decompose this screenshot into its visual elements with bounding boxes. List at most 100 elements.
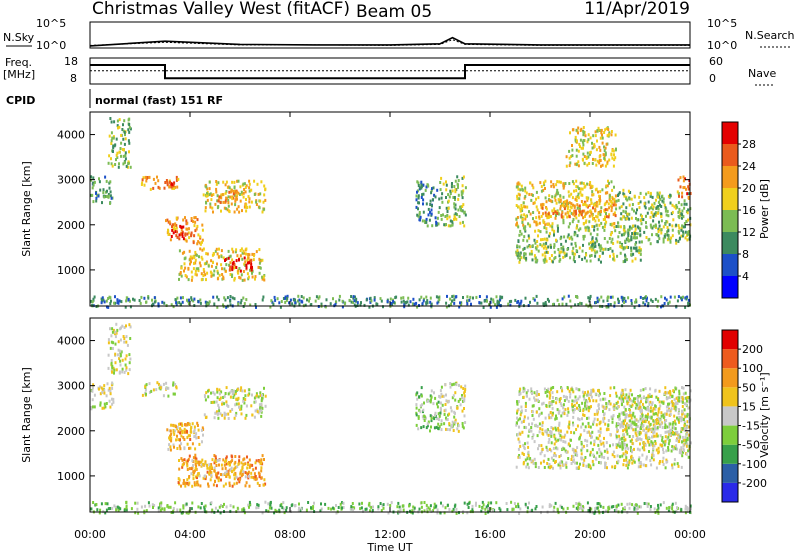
heatmap-cell — [588, 220, 591, 224]
heatmap-cell — [355, 297, 358, 301]
heatmap-cell — [546, 297, 549, 301]
heatmap-cell — [283, 511, 286, 515]
heatmap-cell — [494, 303, 496, 307]
heatmap-cell — [591, 162, 594, 165]
heatmap-cell — [575, 185, 578, 188]
heatmap-cell — [678, 231, 681, 235]
heatmap-cell — [215, 464, 218, 467]
heatmap-cell — [103, 406, 106, 410]
heatmap-cell — [114, 330, 117, 334]
heatmap-cell — [529, 181, 532, 185]
heatmap-cell — [197, 483, 200, 487]
heatmap-cell — [124, 154, 127, 157]
heatmap-cell — [652, 224, 655, 228]
heatmap-cell — [564, 202, 567, 205]
heatmap-cell — [606, 466, 608, 470]
heatmap-cell — [627, 398, 630, 402]
heatmap-cell — [247, 393, 250, 397]
heatmap-cell — [518, 454, 521, 457]
heatmap-cell — [686, 442, 689, 446]
heatmap-cell — [655, 432, 658, 436]
heatmap-cell — [530, 459, 533, 463]
heatmap-cell — [255, 477, 258, 481]
heatmap-cell — [116, 151, 119, 155]
heatmap-cell — [623, 405, 626, 409]
heatmap-cell — [544, 429, 547, 433]
heatmap-cell — [229, 295, 232, 298]
heatmap-cell — [451, 182, 453, 185]
heatmap-cell — [596, 296, 599, 300]
heatmap-cell — [609, 233, 612, 237]
heatmap-cell — [234, 403, 237, 407]
heatmap-cell — [185, 239, 188, 243]
heatmap-cell — [110, 299, 112, 303]
heatmap-cell — [571, 237, 574, 241]
heatmap-cell — [127, 139, 130, 143]
heatmap-cell — [119, 327, 122, 331]
heatmap-cell — [523, 252, 526, 256]
heatmap-cell — [231, 180, 234, 184]
heatmap-cell — [112, 400, 115, 404]
heatmap-cell — [650, 395, 652, 398]
heatmap-cell — [100, 301, 103, 305]
heatmap-cell — [657, 299, 660, 303]
heatmap-cell — [629, 413, 632, 417]
heatmap-cell — [566, 386, 569, 389]
heatmap-cell — [572, 410, 575, 414]
heatmap-cell — [439, 406, 442, 410]
heatmap-cell — [575, 163, 578, 167]
heatmap-cell — [564, 212, 567, 216]
heatmap-cell — [662, 237, 665, 241]
heatmap-cell — [597, 218, 600, 222]
heatmap-cell — [685, 438, 687, 442]
heatmap-cell — [202, 247, 205, 251]
heatmap-cell — [610, 295, 612, 299]
heatmap-cell — [223, 267, 226, 271]
heatmap-cell — [456, 213, 458, 217]
heatmap-cell — [599, 148, 602, 152]
heatmap-cell — [136, 507, 139, 511]
heatmap-cell — [530, 429, 533, 433]
heatmap-cell — [540, 238, 542, 242]
heatmap-cell — [499, 295, 502, 299]
heatmap-cell — [634, 236, 637, 240]
heatmap-cell — [235, 411, 238, 415]
heatmap-cell — [206, 271, 209, 275]
heatmap-cell — [206, 252, 209, 256]
heatmap-cell — [665, 460, 668, 464]
heatmap-cell — [531, 244, 534, 248]
heatmap-cell — [596, 412, 599, 416]
heatmap-cell — [244, 475, 247, 479]
heatmap-cell — [196, 242, 199, 246]
heatmap-cell — [615, 422, 618, 426]
heatmap-cell — [541, 253, 544, 257]
heatmap-cell — [587, 226, 590, 230]
heatmap-cell — [234, 473, 237, 477]
heatmap-cell — [438, 425, 441, 429]
heatmap-cell — [218, 388, 221, 392]
heatmap-cell — [413, 506, 416, 510]
heatmap-cell — [654, 211, 657, 215]
heatmap-cell — [224, 392, 227, 395]
heatmap-cell — [671, 445, 674, 449]
heatmap-cell — [553, 243, 556, 247]
heatmap-cell — [190, 296, 193, 300]
heatmap-cell — [203, 270, 206, 274]
heatmap-cell — [463, 501, 466, 505]
heatmap-cell — [624, 428, 627, 432]
heatmap-cell — [238, 275, 241, 279]
heatmap-cell — [574, 135, 577, 139]
heatmap-cell — [646, 211, 649, 215]
heatmap-cell — [626, 236, 629, 240]
heatmap-cell — [557, 226, 559, 230]
heatmap-cell — [575, 387, 578, 391]
heatmap-cell — [239, 269, 242, 273]
heatmap-cell — [460, 303, 463, 307]
heatmap-cell — [449, 189, 452, 193]
heatmap-cell — [123, 161, 126, 165]
heatmap-cell — [537, 466, 540, 469]
heatmap-cell — [655, 224, 657, 228]
heatmap-cell — [353, 299, 356, 303]
heatmap-cell — [535, 294, 538, 298]
heatmap-cell — [523, 246, 526, 250]
